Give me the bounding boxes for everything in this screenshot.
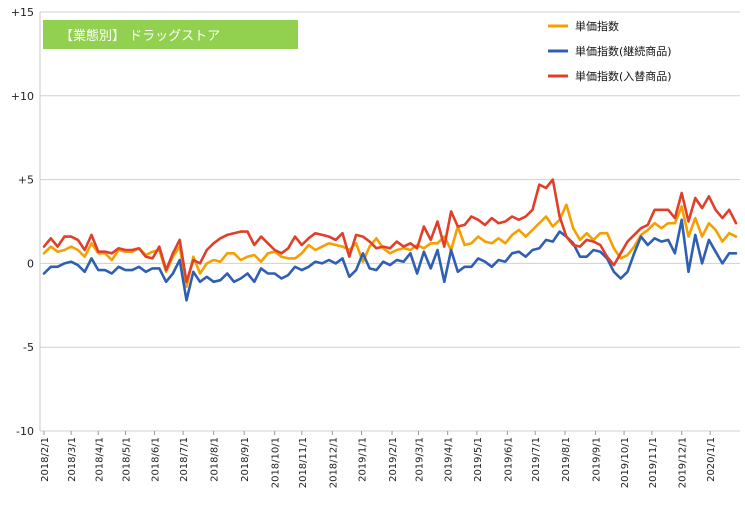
- x-tick-label: 2018/10/1: [271, 437, 282, 488]
- y-tick-label: +10: [11, 90, 34, 103]
- x-tick-label: 2019/9/1: [592, 437, 603, 482]
- x-tick-label: 2019/2/1: [388, 437, 399, 482]
- x-tick-label: 2018/6/1: [151, 437, 162, 482]
- x-tick-label: 2019/10/1: [620, 437, 631, 488]
- x-tick-label: 2019/11/1: [648, 437, 659, 488]
- legend-label: 単価指数(入替商品): [575, 69, 672, 83]
- x-tick-label: 2018/4/1: [94, 437, 105, 482]
- x-tick-label: 2018/11/1: [298, 437, 309, 488]
- series-line-2: [42, 218, 738, 302]
- series-lines: [42, 178, 738, 302]
- chart-title: 【業態別】 ドラッグストア: [60, 28, 220, 44]
- x-tick-label: 2019/8/1: [561, 437, 572, 482]
- y-tick-label: 0: [27, 257, 34, 270]
- x-axis-tick-labels: 2018/2/1 2018/3/1 2018/4/1 2018/5/1 2018/6/1…: [40, 437, 717, 488]
- x-tick-label: 2019/5/1: [473, 437, 484, 482]
- y-tick-label: +15: [11, 6, 34, 19]
- x-tick-label: 2019/1/1: [358, 437, 369, 482]
- y-tick-label: -10: [16, 425, 34, 438]
- legend-label: 単価指数(継続商品): [575, 44, 672, 58]
- x-tick-label: 2019/7/1: [531, 437, 542, 482]
- y-tick-label: -5: [23, 341, 34, 354]
- x-tick-label: 2018/12/1: [328, 437, 339, 488]
- x-tick-label: 2019/4/1: [444, 437, 455, 482]
- series-line-3: [42, 178, 738, 284]
- x-tick-label: 2019/6/1: [503, 437, 514, 482]
- x-tick-label: 2018/3/1: [67, 437, 78, 482]
- x-tick-label: 2018/2/1: [40, 437, 51, 482]
- y-tick-label: +5: [18, 174, 34, 187]
- x-tick-label: 2018/9/1: [240, 437, 251, 482]
- x-tick-label: 2020/1/1: [706, 437, 717, 482]
- series-line-1: [42, 203, 738, 289]
- y-axis-tick-labels: +15 +10 +5 0 -5 -10: [11, 6, 34, 438]
- chart-title-box: 【業態別】 ドラッグストア: [43, 20, 298, 49]
- chart-title-background: [43, 20, 298, 49]
- x-tick-label: 2018/7/1: [179, 437, 190, 482]
- x-tick-label: 2018/5/1: [121, 437, 132, 482]
- legend-label: 単価指数: [575, 19, 619, 33]
- x-tick-label: 2019/12/1: [678, 437, 689, 488]
- x-tick-label: 2018/8/1: [210, 437, 221, 482]
- grid-lines: [39, 11, 740, 435]
- x-tick-label: 2019/3/1: [414, 437, 425, 482]
